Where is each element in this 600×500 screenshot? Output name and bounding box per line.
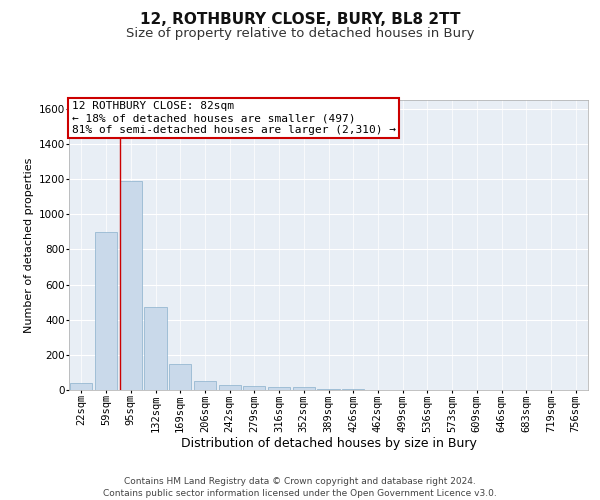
Bar [95, 232, 117, 390]
Bar [243, 386, 265, 390]
Bar [169, 364, 191, 390]
Bar [145, 308, 167, 390]
Bar [317, 389, 340, 390]
Text: 12 ROTHBURY CLOSE: 82sqm
← 18% of detached houses are smaller (497)
81% of semi-: 12 ROTHBURY CLOSE: 82sqm ← 18% of detach… [71, 102, 395, 134]
Text: Contains HM Land Registry data © Crown copyright and database right 2024.
Contai: Contains HM Land Registry data © Crown c… [103, 476, 497, 498]
Bar [70, 383, 92, 390]
Bar [119, 181, 142, 390]
Bar [218, 384, 241, 390]
Y-axis label: Number of detached properties: Number of detached properties [25, 158, 34, 332]
Bar [194, 381, 216, 390]
Bar [268, 388, 290, 390]
Bar [293, 388, 315, 390]
X-axis label: Distribution of detached houses by size in Bury: Distribution of detached houses by size … [181, 437, 476, 450]
Bar [342, 389, 364, 390]
Text: 12, ROTHBURY CLOSE, BURY, BL8 2TT: 12, ROTHBURY CLOSE, BURY, BL8 2TT [140, 12, 460, 28]
Text: Size of property relative to detached houses in Bury: Size of property relative to detached ho… [126, 28, 474, 40]
